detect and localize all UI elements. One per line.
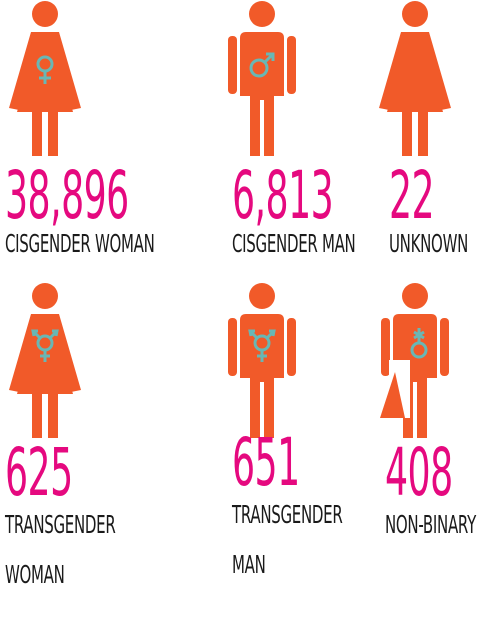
stat-value: 625: [5, 434, 73, 511]
stat-value: 651: [232, 424, 300, 501]
stat-value: 408: [385, 434, 453, 511]
icon-unknown: [379, 1, 451, 156]
stat-label: NON-BINARY: [385, 510, 476, 539]
icon-cisgender-man: [228, 1, 296, 156]
stat-label: TRANSGENDER MAN: [232, 500, 343, 579]
icon-transgender-man: [228, 283, 296, 438]
stat-label: TRANSGENDER WOMAN: [5, 510, 116, 589]
stat-value: 38,896: [5, 157, 129, 234]
stat-label: UNKNOWN: [389, 229, 469, 258]
stat-value: 22: [389, 157, 435, 234]
icon-cisgender-woman: [9, 1, 81, 156]
icon-transgender-woman: [9, 283, 81, 438]
stat-label: CISGENDER MAN: [232, 229, 356, 258]
stat-value: 6,813: [232, 157, 334, 234]
stat-label: CISGENDER WOMAN: [5, 229, 155, 258]
icon-non-binary: [380, 283, 449, 438]
